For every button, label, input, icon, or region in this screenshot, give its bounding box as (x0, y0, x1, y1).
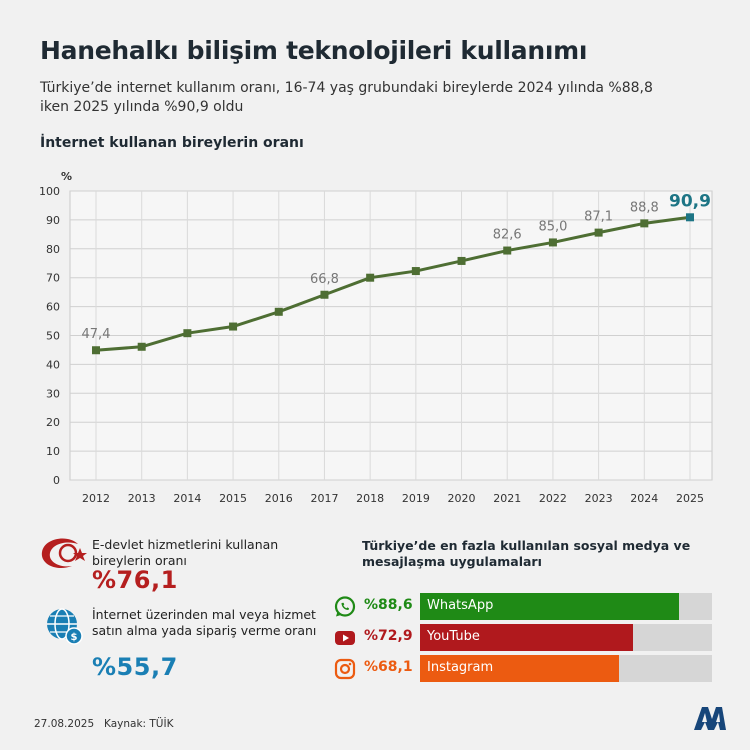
data-point-marker (594, 228, 603, 237)
line-chart: 0 10 20 30 40 50 60 70 80 90 100 2012 2013 2014 2015 20… (39, 170, 713, 505)
data-point-marker (274, 307, 283, 316)
x-tick-label: 2014 (173, 492, 201, 505)
y-tick-label: 40 (46, 358, 60, 371)
y-tick-label: 80 (46, 243, 60, 256)
data-label: 66,8 (310, 272, 339, 287)
data-point-marker (229, 322, 238, 331)
footer-date: 27.08.2025 (34, 718, 95, 730)
y-tick-label: 0 (53, 474, 60, 487)
stat-label-online-shopping: İnternet üzerinden mal veya hizmet satın… (92, 607, 317, 638)
social-section-title: Türkiye’de en fazla kullanılan sosyal me… (362, 538, 691, 569)
bar-label-whatsapp: WhatsApp (427, 598, 494, 613)
x-tick-label: 2015 (219, 492, 247, 505)
x-tick-label: 2024 (630, 492, 658, 505)
x-tick-label: 2013 (128, 492, 156, 505)
bar-label-instagram: Instagram (427, 660, 494, 675)
social-pct-instagram: %68,1 (364, 659, 413, 675)
bar-track-youtube: YouTube (420, 624, 712, 651)
data-point-marker (686, 213, 694, 222)
social-row-youtube: %72,9 YouTube (333, 624, 713, 651)
chart-title: İnternet kullanan bireylerin oranı (40, 135, 304, 151)
bar-fill-whatsapp: WhatsApp (420, 593, 679, 620)
x-tick-label: 2020 (448, 492, 476, 505)
footer-source: Kaynak: TÜİK (104, 718, 174, 730)
data-point-marker (411, 267, 420, 276)
bar-fill-instagram: Instagram (420, 655, 619, 682)
stat-value-edevlet: %76,1 (92, 566, 178, 594)
y-tick-label: 100 (39, 185, 60, 198)
data-label: 85,0 (538, 219, 567, 234)
x-tick-label: 2025 (676, 492, 704, 505)
e-devlet-logo-icon (41, 538, 87, 569)
series-line (95, 215, 691, 352)
y-tick-label: 60 (46, 301, 60, 314)
aa-logo-icon (694, 707, 726, 730)
data-point-marker (457, 256, 466, 265)
stat-label-edevlet: E-devlet hizmetlerini kullanan bireyleri… (92, 537, 279, 568)
youtube-icon (335, 631, 355, 645)
x-tick-label: 2017 (310, 492, 338, 505)
y-tick-label: 70 (46, 272, 60, 285)
x-tick-label: 2019 (402, 492, 430, 505)
instagram-icon (334, 658, 356, 680)
data-label: 82,6 (493, 228, 522, 243)
data-point-marker (503, 246, 512, 255)
data-point-marker (640, 219, 649, 228)
x-tick-label: 2018 (356, 492, 384, 505)
data-point-marker (183, 329, 192, 338)
data-label: 88,8 (630, 200, 659, 215)
y-tick-label: 90 (46, 214, 60, 227)
data-point-marker (548, 238, 557, 247)
data-label: 90,9 (669, 191, 711, 211)
x-tick-label: 2012 (82, 492, 110, 505)
stat-value-online-shopping: %55,7 (92, 653, 178, 681)
data-point-marker (320, 290, 329, 299)
social-row-instagram: %68,1 Instagram (333, 655, 713, 682)
social-pct-whatsapp: %88,6 (364, 597, 413, 613)
data-point-marker (366, 273, 375, 282)
svg-text:$: $ (71, 632, 78, 643)
y-tick-label: 10 (46, 445, 60, 458)
bar-track-instagram: Instagram (420, 655, 712, 682)
bar-track-whatsapp: WhatsApp (420, 593, 712, 620)
data-point-marker (92, 346, 100, 355)
social-row-whatsapp: %88,6 WhatsApp (333, 593, 713, 620)
x-tick-label: 2023 (585, 492, 613, 505)
page-title: Hanehalkı bilişim teknolojileri kullanım… (40, 36, 588, 65)
data-point-marker (137, 342, 146, 351)
x-tick-label: 2016 (265, 492, 293, 505)
y-tick-label: 50 (46, 330, 60, 343)
y-tick-label: 20 (46, 416, 60, 429)
data-label: 87,1 (584, 210, 613, 225)
y-axis-label: % (61, 170, 72, 183)
page-subtitle: Türkiye’de internet kullanım oranı, 16-7… (40, 80, 653, 115)
x-tick-label: 2022 (539, 492, 567, 505)
y-tick-label: 30 (46, 387, 60, 400)
bar-label-youtube: YouTube (427, 629, 480, 644)
bar-fill-youtube: YouTube (420, 624, 633, 651)
data-label: 47,4 (82, 327, 111, 342)
globe-shopping-icon: $ (47, 608, 83, 645)
social-pct-youtube: %72,9 (364, 628, 413, 644)
x-tick-label: 2021 (493, 492, 521, 505)
whatsapp-icon (334, 596, 356, 617)
